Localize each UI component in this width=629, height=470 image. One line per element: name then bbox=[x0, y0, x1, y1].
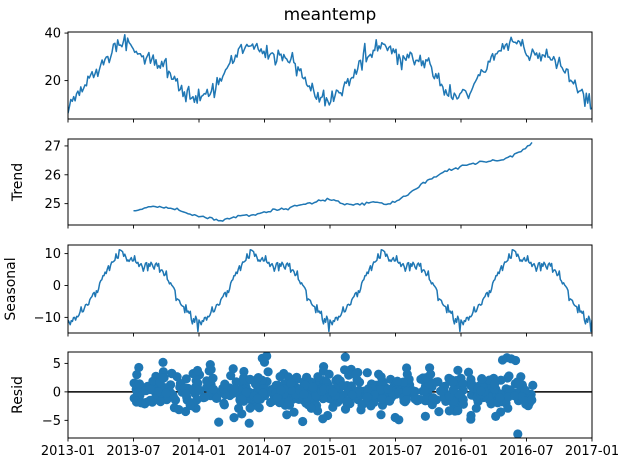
resid-ylabel: Resid bbox=[10, 376, 26, 414]
y-tick-label: 40 bbox=[44, 27, 61, 42]
y-tick-label: 10 bbox=[44, 247, 61, 262]
x-tick-label: 2015-07 bbox=[368, 444, 422, 459]
observed-axes-frame bbox=[67, 31, 593, 120]
observed-line bbox=[68, 33, 592, 114]
y-tick-label: 25 bbox=[44, 197, 61, 212]
trend-ylabel: Trend bbox=[10, 163, 26, 202]
trend-axes-frame bbox=[67, 138, 593, 226]
subplot-trend: 25 26 27 Trend bbox=[10, 138, 593, 229]
resid-axes-frame bbox=[67, 351, 593, 439]
x-tick-label: 2013-01 bbox=[41, 444, 95, 459]
subplot-seasonal: −10 0 10 Seasonal bbox=[3, 244, 593, 337]
x-tick-label: 2014-01 bbox=[172, 444, 226, 459]
x-tick-label: 2015-01 bbox=[303, 444, 357, 459]
chart-title: meantemp bbox=[283, 5, 377, 25]
y-tick-label: −5 bbox=[42, 414, 61, 429]
x-tick-label: 2016-01 bbox=[434, 444, 488, 459]
y-tick-label: 0 bbox=[53, 279, 61, 294]
y-tick-label: 27 bbox=[44, 139, 61, 154]
x-tick-label: 2013-07 bbox=[106, 444, 160, 459]
x-tick-label: 2016-07 bbox=[499, 444, 553, 459]
seasonal-ylabel: Seasonal bbox=[3, 257, 19, 320]
resid-points bbox=[129, 352, 538, 438]
y-tick-label: 20 bbox=[44, 74, 61, 89]
x-tick-label: 2014-07 bbox=[237, 444, 291, 459]
subplot-resid: −5 0 5 2013-01 2013-07 2014-01 2014-07 2015-01 2… bbox=[10, 351, 619, 459]
y-tick-label: 26 bbox=[44, 168, 61, 183]
y-tick-label: −10 bbox=[34, 311, 61, 326]
seasonal-line bbox=[68, 248, 592, 333]
trend-line bbox=[133, 141, 533, 222]
seasonal-axes-frame bbox=[67, 244, 593, 334]
y-tick-label: 5 bbox=[53, 357, 61, 372]
y-tick-label: 0 bbox=[53, 385, 61, 400]
x-tick-label: 2017-01 bbox=[565, 444, 619, 459]
